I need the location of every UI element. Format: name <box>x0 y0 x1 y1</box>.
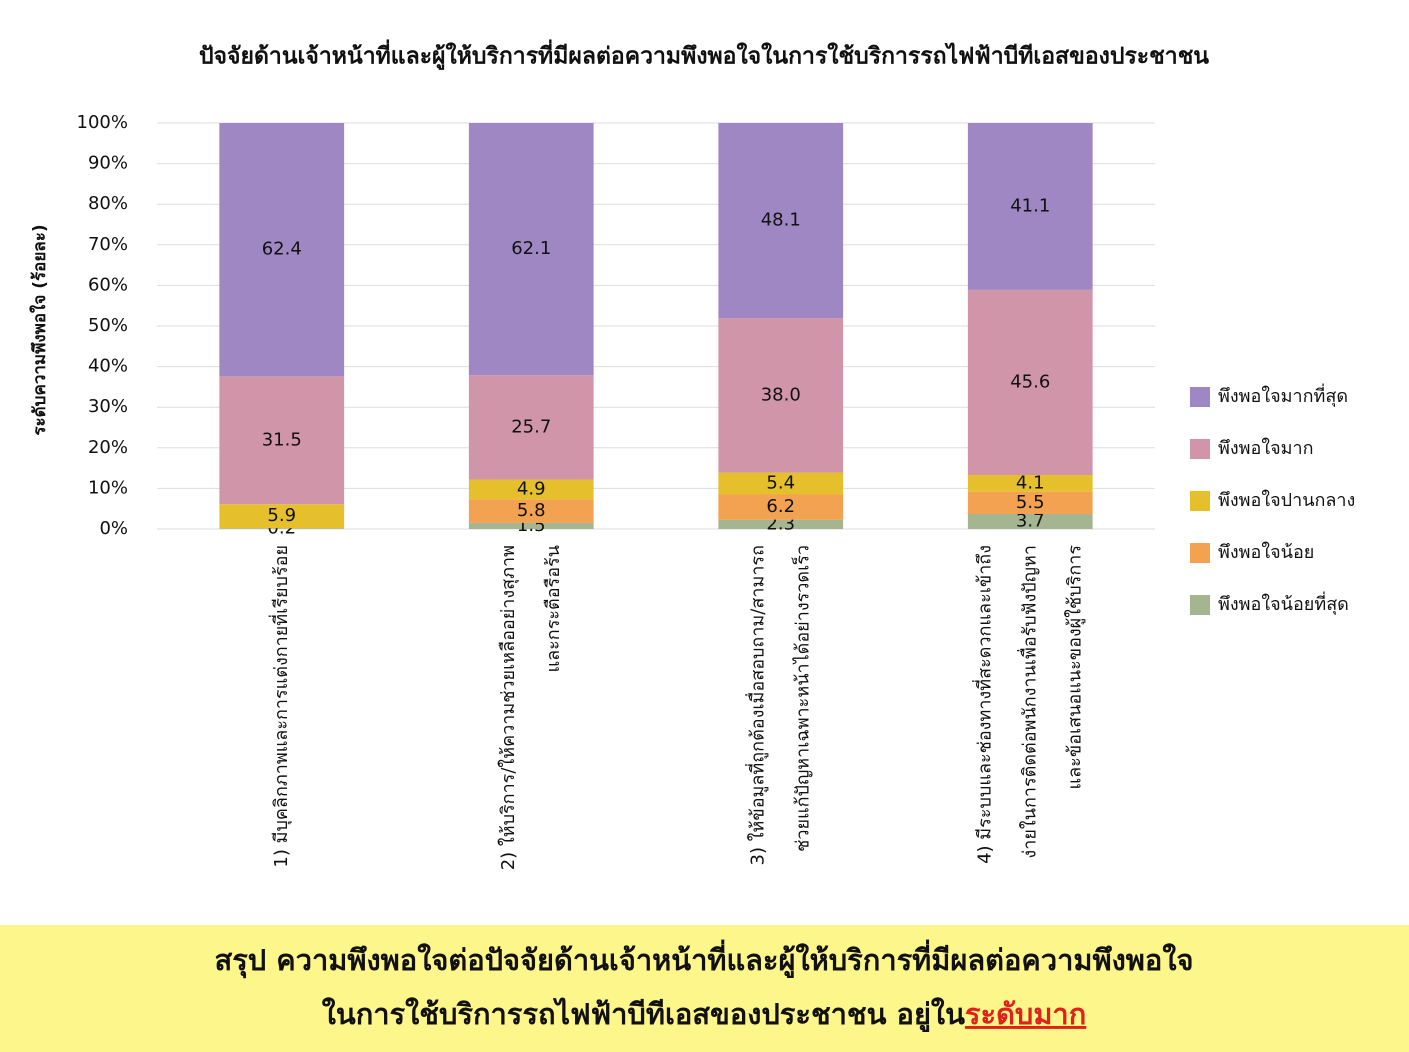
x-tick-label: 4) มีระบบและช่องทางที่สะดวกและเข้าถึง <box>971 545 995 864</box>
legend-swatch <box>1190 387 1210 407</box>
x-tick-label: 1) มีบุคลิกภาพและการแต่งกายที่เรียบร้อย <box>268 545 292 868</box>
x-tick-label: 3) ให้ข้อมูลที่ถูกต้องเมื่อสอบถาม/สามารถ <box>744 545 768 865</box>
y-axis-title: ระดับความพึงพอใจ (ร้อยละ) <box>29 224 50 435</box>
y-tick-label: 0% <box>99 518 128 539</box>
legend-swatch <box>1190 491 1210 511</box>
data-label: 62.1 <box>511 238 551 259</box>
y-tick-label: 10% <box>88 477 128 498</box>
legend-label: พึงพอใจน้อย <box>1218 541 1314 563</box>
bar-segment <box>967 513 1093 529</box>
y-tick-label: 30% <box>88 396 128 417</box>
x-tick-label: 2) ให้บริการ/ให้ความช่วยเหลืออย่างสุภาพ <box>497 545 519 870</box>
data-label: 4.9 <box>517 478 546 499</box>
legend-swatch <box>1190 439 1210 459</box>
bar-segment <box>718 318 844 473</box>
y-tick-label: 20% <box>88 437 128 458</box>
data-label: 5.9 <box>267 505 296 526</box>
data-label: 45.6 <box>1010 371 1050 392</box>
bar-segment <box>219 123 345 377</box>
bar-segment <box>219 528 345 529</box>
y-tick-label: 70% <box>88 234 128 255</box>
bar-segment <box>468 123 594 376</box>
summary-text: ในการใช้บริการรถไฟฟ้าบีทีเอสของประชาชน อ… <box>322 997 965 1032</box>
summary-band <box>0 925 1409 1052</box>
data-label: 5.8 <box>517 500 546 521</box>
bar-segment <box>718 519 844 529</box>
legend-swatch <box>1190 595 1210 615</box>
summary-highlight: ระดับมาก <box>965 997 1086 1031</box>
bar-segment <box>468 479 594 500</box>
y-tick-label: 60% <box>88 274 128 295</box>
legend-label: พึงพอใจมากที่สุด <box>1218 383 1348 407</box>
bar-segment <box>219 376 345 505</box>
legend-swatch <box>1190 543 1210 563</box>
data-label: 41.1 <box>1010 195 1050 216</box>
y-tick-label: 40% <box>88 356 128 377</box>
data-label: 4.1 <box>1016 472 1045 493</box>
bar-segment <box>718 494 844 520</box>
bar-segment <box>718 472 844 495</box>
bar-segment <box>468 522 594 529</box>
data-label: 3.7 <box>1016 510 1045 531</box>
data-label: 5.4 <box>766 473 795 494</box>
x-tick-label: และกระตือรือร้น <box>543 545 564 673</box>
chart-title: ปัจจัยด้านเจ้าหน้าที่และผู้ให้บริการที่ม… <box>199 39 1209 71</box>
data-label: 5.5 <box>1016 492 1045 513</box>
legend-label: พึงพอใจปานกลาง <box>1218 489 1355 511</box>
y-tick-label: 90% <box>88 153 128 174</box>
bar-segment <box>468 499 594 523</box>
data-label: 6.2 <box>766 496 795 517</box>
bar-segment <box>718 123 844 319</box>
data-label: 38.0 <box>761 384 801 405</box>
x-tick-label: ง่ายในการติดต่อพนักงานเพื่อรับฟังปัญหา <box>1016 545 1040 859</box>
y-tick-label: 50% <box>88 315 128 336</box>
legend-label: พึงพอใจมาก <box>1218 437 1314 459</box>
legend-label: พึงพอใจน้อยที่สุด <box>1218 591 1349 615</box>
data-label: 62.4 <box>262 239 302 260</box>
x-tick-label: และข้อเสนอแนะของผู้ใช้บริการ <box>1063 545 1085 790</box>
bar-segment <box>219 504 345 529</box>
data-label: 48.1 <box>761 210 801 231</box>
bar-segment <box>967 289 1093 476</box>
data-label: 25.7 <box>511 416 551 437</box>
bar-segment <box>967 491 1093 514</box>
y-tick-label: 80% <box>88 193 128 214</box>
summary-line: ในการใช้บริการรถไฟฟ้าบีทีเอสของประชาชน อ… <box>322 997 1087 1032</box>
bar-segment <box>468 375 594 480</box>
y-tick-label: 100% <box>77 112 128 133</box>
bar-segment <box>967 475 1093 492</box>
x-tick-label: ช่วยแก้ปัญหาเฉพาะหน้าได้อย่างรวดเร็ว <box>790 545 813 852</box>
bar-segment <box>967 123 1093 290</box>
data-label: 31.5 <box>262 429 302 450</box>
summary-line: สรุป ความพึงพอใจต่อปัจจัยด้านเจ้าหน้าที่… <box>215 939 1194 978</box>
